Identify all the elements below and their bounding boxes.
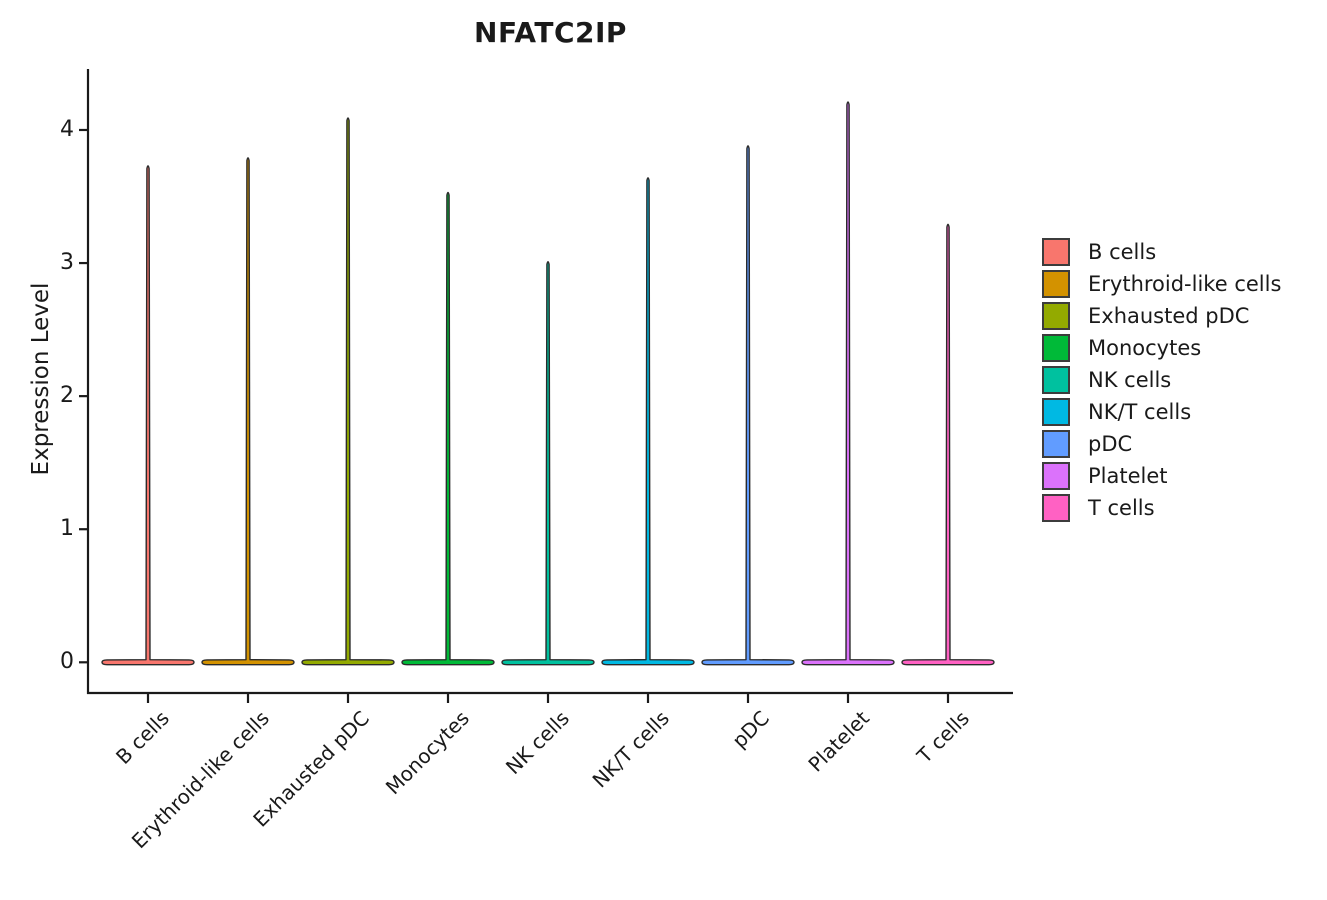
chart-title: NFATC2IP [474,16,627,49]
legend-key-swatch [1042,238,1070,266]
legend-key-swatch [1042,398,1070,426]
violin [301,117,395,666]
legend-item: pDC [1042,430,1281,458]
y-tick-label: 0 [60,649,74,675]
violin [401,191,495,666]
y-tick-label: 4 [60,116,74,142]
violin [601,177,695,666]
y-tick-label: 1 [60,516,74,542]
violin [701,145,795,666]
violin [501,260,595,666]
legend-key-swatch [1042,302,1070,330]
legend-item: Monocytes [1042,334,1281,362]
legend-item: Erythroid-like cells [1042,270,1281,298]
legend-item: Exhausted pDC [1042,302,1281,330]
legend-key-swatch [1042,494,1070,522]
y-tick-label: 3 [60,250,74,276]
legend-key-swatch [1042,334,1070,362]
legend-label: Monocytes [1088,336,1202,360]
legend-key-swatch [1042,430,1070,458]
violin [101,165,195,666]
violin [201,157,295,666]
legend-label: Exhausted pDC [1088,304,1250,328]
violin [801,101,895,666]
legend-label: T cells [1088,496,1155,520]
legend-label: B cells [1088,240,1157,264]
legend-label: pDC [1088,432,1133,456]
y-tick-label: 2 [60,383,74,409]
legend-key-swatch [1042,366,1070,394]
legend-label: Platelet [1088,464,1168,488]
violin [901,223,995,666]
legend-item: NK/T cells [1042,398,1281,426]
legend-item: T cells [1042,494,1281,522]
legend-label: NK cells [1088,368,1172,392]
legend-label: Erythroid-like cells [1088,272,1282,296]
legend-item: Platelet [1042,462,1281,490]
legend-key-swatch [1042,270,1070,298]
legend-item: B cells [1042,238,1281,266]
legend-key-swatch [1042,462,1070,490]
legend-item: NK cells [1042,366,1281,394]
legend-label: NK/T cells [1088,400,1192,424]
legend: B cells Erythroid-like cells Exhausted pDC… [1042,238,1281,522]
